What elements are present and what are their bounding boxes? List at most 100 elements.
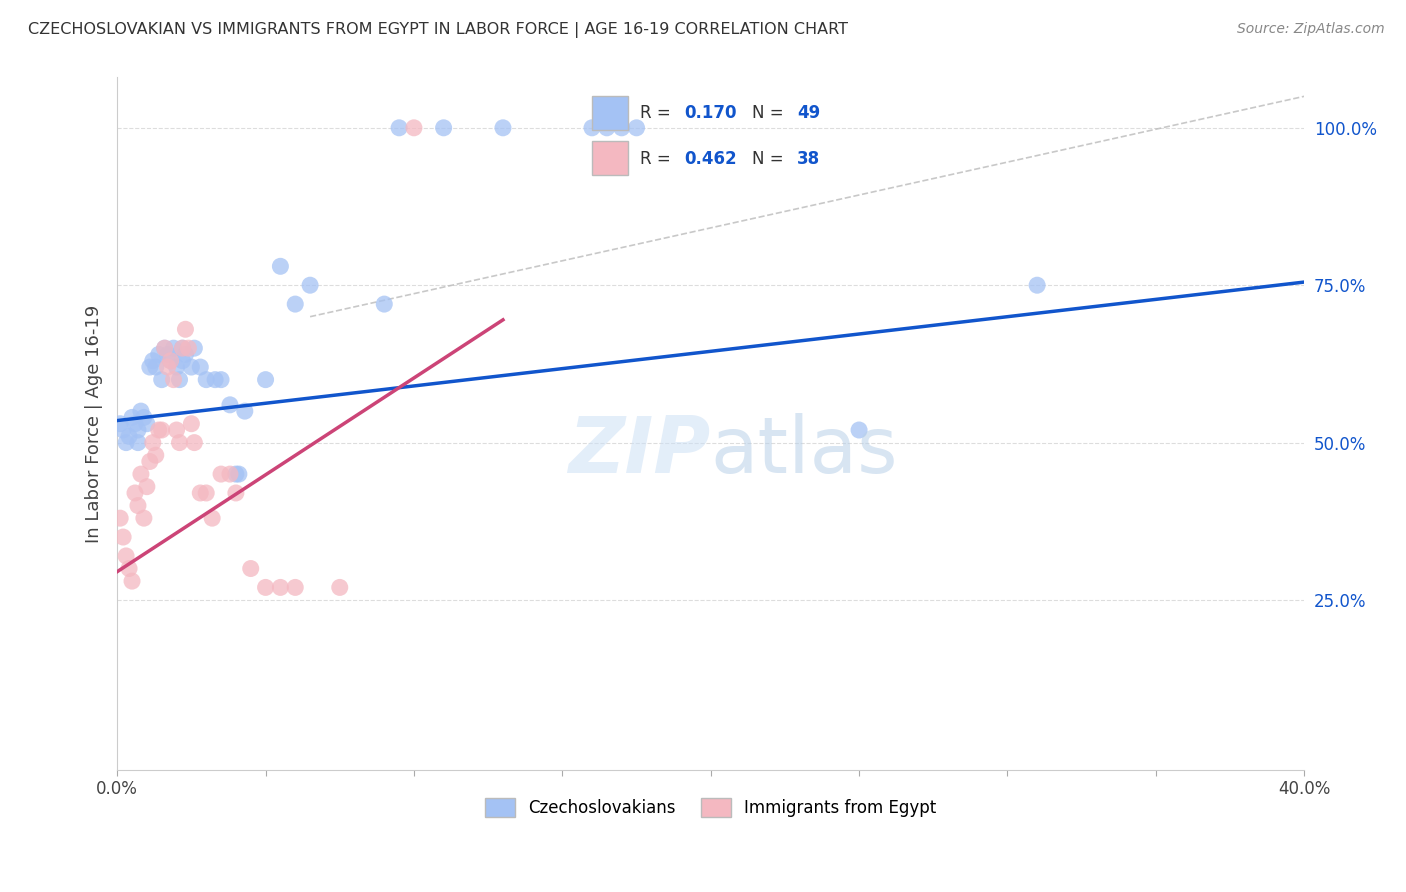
Point [209,373,232,387]
Y-axis label: In Labor Force | Age 16-19: In Labor Force | Age 16-19 [86,304,103,543]
Text: Source: ZipAtlas.com: Source: ZipAtlas.com [1237,22,1385,37]
Text: ZIP: ZIP [568,413,710,490]
Point [254,373,277,387]
Point [269,581,291,595]
Point [121,410,143,425]
Point [169,373,191,387]
FancyBboxPatch shape [592,141,628,175]
Text: N =: N = [752,150,789,168]
Point [172,353,194,368]
Point [139,359,162,374]
Point [492,120,515,135]
Text: N =: N = [752,104,789,122]
Point [153,341,176,355]
Point [388,120,411,135]
Point [373,297,395,311]
Point [145,359,167,374]
Point [132,410,155,425]
Point [112,423,135,437]
Point [118,429,141,443]
Point [132,511,155,525]
Point [180,359,202,374]
Point [124,417,146,431]
Point [159,353,181,368]
Text: 38: 38 [797,150,820,168]
Point [174,322,197,336]
Point [201,511,224,525]
Point [225,486,247,500]
Point [269,260,291,274]
Point [166,359,188,374]
Point [156,347,179,361]
Point [233,404,256,418]
Point [195,486,218,500]
Text: 0.462: 0.462 [685,150,737,168]
Point [148,347,170,361]
Point [148,423,170,437]
Point [254,581,277,595]
Point [219,398,242,412]
Point [177,341,200,355]
Text: 0.170: 0.170 [685,104,737,122]
Point [172,341,194,355]
Text: R =: R = [640,104,676,122]
Point [115,549,138,563]
Point [169,435,191,450]
Point [108,417,131,431]
Point [127,423,149,437]
Point [219,467,242,481]
Point [124,486,146,500]
Point [127,435,149,450]
Point [162,341,184,355]
Point [139,454,162,468]
Point [150,423,173,437]
Point [145,448,167,462]
Point [129,404,152,418]
Point [135,417,157,431]
Point [162,373,184,387]
Point [135,480,157,494]
Point [183,435,205,450]
Point [112,530,135,544]
Point [166,423,188,437]
Point [610,120,633,135]
Point [108,511,131,525]
Legend: Czechoslovakians, Immigrants from Egypt: Czechoslovakians, Immigrants from Egypt [478,791,943,824]
Point [626,120,648,135]
Point [156,359,179,374]
Text: CZECHOSLOVAKIAN VS IMMIGRANTS FROM EGYPT IN LABOR FORCE | AGE 16-19 CORRELATION : CZECHOSLOVAKIAN VS IMMIGRANTS FROM EGYPT… [28,22,848,38]
Point [848,423,870,437]
Point [284,297,307,311]
Point [127,499,149,513]
Text: atlas: atlas [710,413,898,490]
Point [239,561,262,575]
Point [121,574,143,588]
FancyBboxPatch shape [592,96,628,130]
Point [150,373,173,387]
Point [115,435,138,450]
Point [142,353,165,368]
Point [180,417,202,431]
Point [204,373,226,387]
Point [118,561,141,575]
Point [581,120,603,135]
Point [329,581,352,595]
Point [402,120,425,135]
Point [596,120,619,135]
Point [433,120,456,135]
Point [188,486,211,500]
Point [172,341,194,355]
Point [188,359,211,374]
Point [284,581,307,595]
Point [209,467,232,481]
Point [142,435,165,450]
Text: R =: R = [640,150,676,168]
Point [228,467,250,481]
Point [153,341,176,355]
Text: 49: 49 [797,104,821,122]
Point [195,373,218,387]
Point [129,467,152,481]
Point [159,353,181,368]
Point [225,467,247,481]
Point [183,341,205,355]
